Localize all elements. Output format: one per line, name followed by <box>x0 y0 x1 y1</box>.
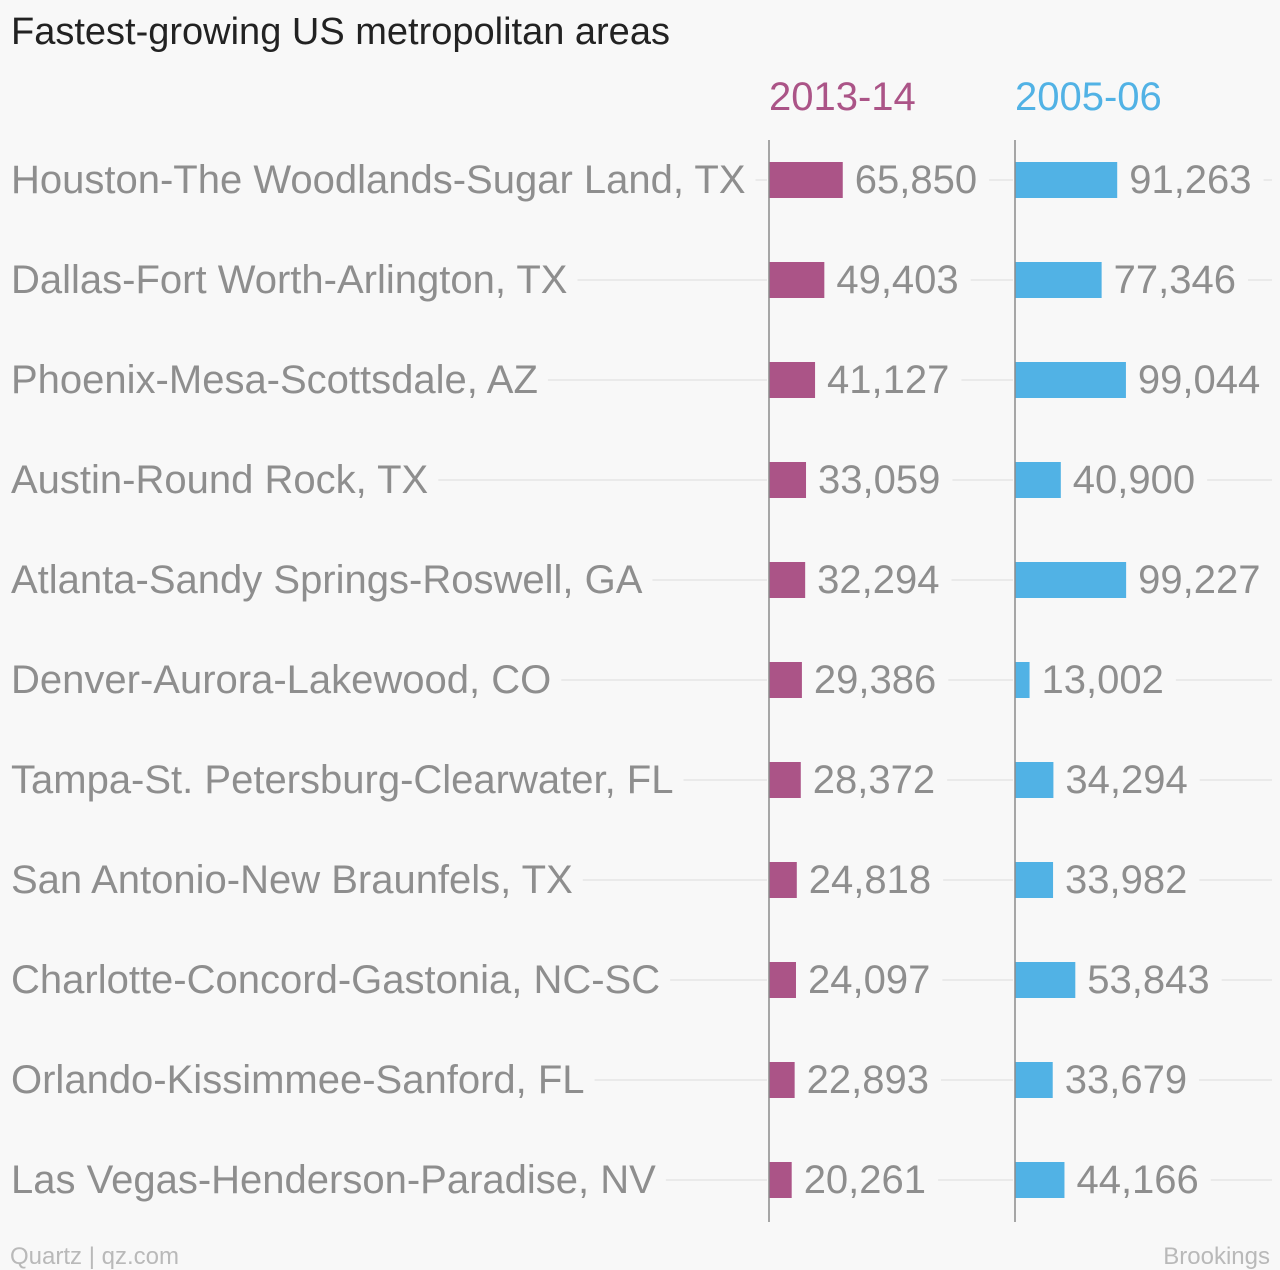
source-text: Brookings <box>1163 1243 1270 1270</box>
value-label-2005-06: 53,843 <box>1087 958 1209 1002</box>
value-label-2013-14: 65,850 <box>855 158 977 202</box>
category-labels: Houston-The Woodlands-Sugar Land, TX Dall… <box>11 158 746 1202</box>
value-label-2005-06: 33,982 <box>1065 858 1187 902</box>
category-label: Denver-Aurora-Lakewood, CO <box>11 658 551 702</box>
value-label-2005-06: 13,002 <box>1042 658 1164 702</box>
value-label-2013-14: 24,818 <box>809 858 931 902</box>
bar-2005-06 <box>1015 662 1030 698</box>
bar-2005-06 <box>1015 562 1127 598</box>
category-label: Tampa-St. Petersburg-Clearwater, FL <box>11 758 673 802</box>
value-label-2013-14: 24,097 <box>808 958 930 1002</box>
value-label-2013-14: 32,294 <box>817 558 939 602</box>
bar-2013-14 <box>769 262 825 298</box>
bar-2005-06 <box>1015 762 1054 798</box>
bar-2013-14 <box>769 1162 792 1198</box>
value-label-2013-14: 33,059 <box>818 458 940 502</box>
category-label: Charlotte-Concord-Gastonia, NC-SC <box>11 958 660 1002</box>
bar-2005-06 <box>1015 1162 1065 1198</box>
bar-2013-14 <box>769 762 801 798</box>
value-label-2005-06: 91,263 <box>1129 158 1251 202</box>
category-label: San Antonio-New Braunfels, TX <box>11 858 573 902</box>
category-label: Dallas-Fort Worth-Arlington, TX <box>11 258 567 302</box>
value-label-2013-14: 41,127 <box>827 358 949 402</box>
value-label-2013-14: 20,261 <box>804 1158 926 1202</box>
series-title-2013-14: 2013-14 <box>769 75 916 119</box>
category-label: Austin-Round Rock, TX <box>11 458 428 502</box>
value-label-2005-06: 99,227 <box>1138 558 1260 602</box>
series-title-2005-06: 2005-06 <box>1015 75 1162 119</box>
credit-text: Quartz | qz.com <box>10 1243 179 1270</box>
category-label: Atlanta-Sandy Springs-Roswell, GA <box>11 558 643 602</box>
axes <box>768 140 1016 1222</box>
bar-2013-14 <box>769 962 796 998</box>
bar-2013-14 <box>769 562 806 598</box>
bar-2005-06 <box>1015 262 1102 298</box>
chart-title: Fastest-growing US metropolitan areas <box>11 11 670 53</box>
bar-2013-14 <box>769 362 816 398</box>
value-label-2013-14: 22,893 <box>807 1058 929 1102</box>
value-label-2013-14: 29,386 <box>814 658 936 702</box>
value-label-2005-06: 40,900 <box>1073 458 1195 502</box>
bar-2005-06 <box>1015 162 1118 198</box>
bar-2005-06 <box>1015 362 1126 398</box>
value-label-2005-06: 44,166 <box>1076 1158 1198 1202</box>
value-label-2013-14: 28,372 <box>813 758 935 802</box>
bar-2005-06 <box>1015 962 1076 998</box>
bar-2013-14 <box>769 162 843 198</box>
category-label: Las Vegas-Henderson-Paradise, NV <box>11 1158 656 1202</box>
value-label-2005-06: 33,679 <box>1065 1058 1187 1102</box>
series-titles: 2013-14 2005-06 <box>769 75 1162 119</box>
bar-2013-14 <box>769 1062 795 1098</box>
category-label: Orlando-Kissimmee-Sanford, FL <box>11 1058 585 1102</box>
category-label: Phoenix-Mesa-Scottsdale, AZ <box>11 358 538 402</box>
bar-2005-06 <box>1015 462 1061 498</box>
bar-2013-14 <box>769 462 807 498</box>
bar-2013-14 <box>769 862 797 898</box>
value-labels: 65,850 91,263 49,403 77,346 41,127 99,044 33,0… <box>804 158 1261 1202</box>
bar-2005-06 <box>1015 862 1054 898</box>
value-label-2013-14: 49,403 <box>836 258 958 302</box>
bar-2005-06 <box>1015 1062 1053 1098</box>
category-label: Houston-The Woodlands-Sugar Land, TX <box>11 158 746 202</box>
value-label-2005-06: 77,346 <box>1114 258 1236 302</box>
row-guides <box>438 179 1272 1181</box>
value-label-2005-06: 99,044 <box>1138 358 1260 402</box>
value-label-2005-06: 34,294 <box>1065 758 1187 802</box>
bar-2013-14 <box>769 662 802 698</box>
bars <box>769 162 1127 1198</box>
